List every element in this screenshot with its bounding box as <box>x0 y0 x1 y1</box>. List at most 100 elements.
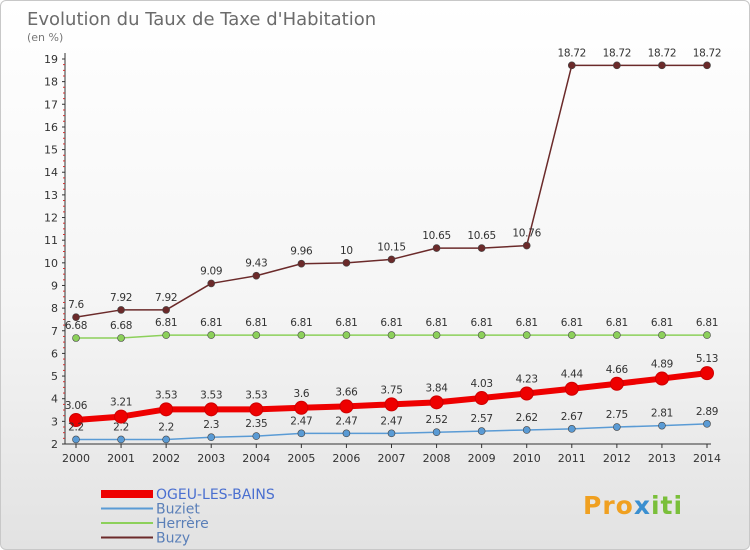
x-tick-label: 2011 <box>558 452 586 465</box>
x-tick-label: 2002 <box>152 452 180 465</box>
data-label: 7.92 <box>110 292 132 304</box>
data-label: 6.81 <box>245 317 267 329</box>
series-buziet <box>72 420 711 444</box>
data-label: 6.81 <box>696 317 718 329</box>
data-label: 6.81 <box>380 317 402 329</box>
data-label: 9.09 <box>200 265 222 277</box>
data-label: 4.23 <box>516 373 538 385</box>
data-label: 3.21 <box>110 397 132 409</box>
series-layer <box>69 61 714 444</box>
axes: 2 3 4 5 6 7 8 9 10 11 12 13 14 15 16 17 18 19 2000 2001 2002… <box>44 53 721 465</box>
y-tick-label: 13 <box>44 189 58 202</box>
y-tick-label: 2 <box>51 438 58 451</box>
data-label: 6.68 <box>110 320 132 332</box>
data-point <box>297 259 306 268</box>
y-tick-label: 3 <box>51 415 58 428</box>
data-point <box>432 331 441 339</box>
x-tick-label: 2005 <box>287 452 315 465</box>
series-buzy <box>72 61 711 321</box>
data-point <box>703 420 711 428</box>
data-label: 2.35 <box>245 418 267 430</box>
data-label: 10.15 <box>377 241 406 253</box>
data-point <box>204 402 219 417</box>
data-point <box>519 386 534 401</box>
data-point <box>477 331 486 339</box>
y-tick-label: 18 <box>44 76 58 89</box>
data-point <box>387 429 396 438</box>
data-point <box>522 426 531 434</box>
y-tick-label: 19 <box>44 53 58 66</box>
data-label: 18.72 <box>648 47 677 59</box>
x-tick-label: 2000 <box>62 452 90 465</box>
data-point <box>207 433 216 442</box>
data-label: 6.81 <box>471 317 493 329</box>
legend-label: Buziet <box>156 502 200 518</box>
data-label: 3.66 <box>335 386 358 398</box>
data-label: 6.81 <box>335 317 357 329</box>
x-tick-label: 2010 <box>513 452 541 465</box>
y-tick-label: 9 <box>51 279 58 292</box>
data-label: 2.52 <box>425 414 447 426</box>
data-label: 18.72 <box>603 47 632 59</box>
data-label: 2.3 <box>203 419 219 431</box>
chart-subtitle: (en %) <box>27 31 63 44</box>
x-tick-label: 2007 <box>378 452 406 465</box>
x-tick-label: 2009 <box>468 452 496 465</box>
data-label: 4.89 <box>651 359 673 371</box>
data-label: 2.2 <box>113 421 129 433</box>
data-label: 3.06 <box>65 400 88 412</box>
data-point <box>477 427 486 435</box>
series-ogeu-les-bains <box>69 366 714 427</box>
data-point <box>342 259 351 267</box>
data-label: 6.81 <box>290 317 312 329</box>
data-point <box>658 421 666 430</box>
data-point <box>72 334 80 342</box>
x-tick-label: 2001 <box>107 452 135 465</box>
data-label: 7.6 <box>68 299 84 311</box>
x-tick-label: 2012 <box>603 452 631 465</box>
data-point <box>252 271 261 280</box>
series-herr-re <box>72 331 711 342</box>
data-point <box>252 331 261 339</box>
data-point <box>69 412 83 427</box>
data-label: 3.6 <box>293 388 309 400</box>
logo-part-2: x <box>633 491 651 520</box>
data-point <box>294 400 309 415</box>
data-point <box>207 279 216 288</box>
proxiti-logo: Proxiti <box>583 491 683 520</box>
y-tick-label: 8 <box>51 302 58 315</box>
data-label: 2.57 <box>471 413 493 425</box>
data-point <box>297 429 306 438</box>
data-point <box>567 425 576 433</box>
logo-part-3: iti <box>650 491 684 520</box>
y-tick-label: 16 <box>44 121 58 134</box>
data-label: 18.72 <box>693 47 722 59</box>
data-point <box>432 428 441 437</box>
data-label: 2.47 <box>290 415 312 427</box>
x-tick-label: 2008 <box>423 452 451 465</box>
logo-part-1: Pro <box>583 491 634 520</box>
data-point <box>249 402 264 417</box>
data-point <box>703 331 711 339</box>
series-line <box>75 64 707 318</box>
data-label: 10.65 <box>422 230 451 242</box>
data-point <box>613 423 621 431</box>
legend-label: Herrère <box>156 516 209 532</box>
data-point <box>432 244 441 252</box>
data-point <box>654 371 669 386</box>
y-tick-label: 14 <box>44 166 58 179</box>
y-tick-label: 7 <box>51 325 58 338</box>
data-label: 6.81 <box>606 317 628 329</box>
legend-label: Buzy <box>156 531 190 547</box>
x-tick-label: 2004 <box>242 452 270 465</box>
data-point <box>564 381 579 396</box>
data-point <box>522 331 531 339</box>
y-tick-label: 10 <box>44 257 58 270</box>
data-point <box>613 61 621 70</box>
data-point <box>613 331 621 339</box>
data-label: 3.53 <box>245 389 267 401</box>
data-point <box>117 334 125 342</box>
